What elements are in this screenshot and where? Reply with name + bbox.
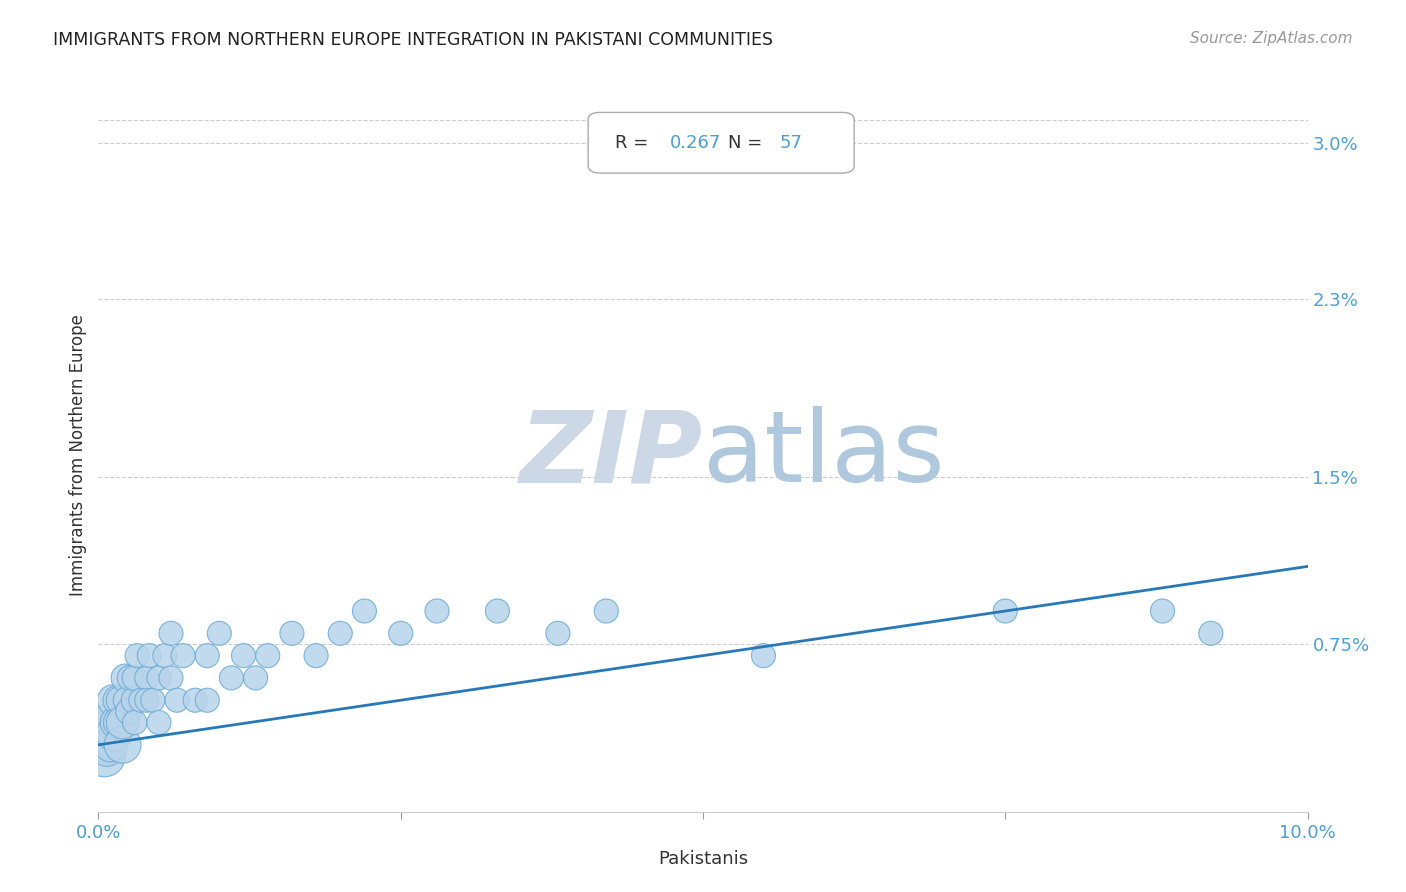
Point (389, 626, 412, 640)
Point (245, 671, 267, 685)
Y-axis label: Immigrants from Northern Europe: Immigrants from Northern Europe (69, 314, 87, 596)
Text: IMMIGRANTS FROM NORTHERN EUROPE INTEGRATION IN PAKISTANI COMMUNITIES: IMMIGRANTS FROM NORTHERN EUROPE INTEGRAT… (53, 31, 773, 49)
Point (124, 715, 146, 730)
Point (148, 671, 170, 685)
Text: ZIP: ZIP (520, 407, 703, 503)
Point (166, 693, 188, 707)
Point (118, 705, 141, 719)
Text: Source: ZipAtlas.com: Source: ZipAtlas.com (1189, 31, 1353, 46)
Point (1199, 626, 1222, 640)
Point (124, 671, 146, 685)
Point (93, 749, 115, 764)
Text: 0.267: 0.267 (671, 134, 721, 152)
Text: atlas: atlas (703, 407, 945, 503)
Point (107, 693, 129, 707)
FancyBboxPatch shape (588, 112, 855, 173)
Point (103, 726, 125, 740)
Point (98, 738, 121, 752)
X-axis label: Pakistanis: Pakistanis (658, 850, 748, 868)
Point (108, 715, 131, 730)
Point (114, 671, 136, 685)
Point (426, 604, 449, 618)
Point (305, 648, 328, 663)
Point (115, 693, 138, 707)
Text: R =: R = (614, 134, 648, 152)
Point (595, 604, 617, 618)
Point (94, 738, 117, 752)
Point (127, 648, 149, 663)
Point (101, 693, 124, 707)
Point (256, 648, 278, 663)
Point (353, 604, 375, 618)
Text: 57: 57 (779, 134, 803, 152)
Point (160, 671, 183, 685)
Point (160, 626, 183, 640)
Point (195, 693, 218, 707)
Point (172, 648, 194, 663)
Point (668, 136, 690, 150)
Point (148, 715, 170, 730)
Point (96, 742, 118, 756)
Point (195, 648, 218, 663)
Point (1152, 604, 1174, 618)
Point (111, 715, 134, 730)
Point (100, 715, 122, 730)
Point (135, 693, 157, 707)
Point (153, 648, 176, 663)
Point (108, 693, 131, 707)
Point (281, 626, 304, 640)
Point (184, 693, 207, 707)
Point (138, 648, 160, 663)
Point (135, 671, 157, 685)
Point (111, 738, 134, 752)
Text: N =: N = (728, 134, 762, 152)
Point (142, 693, 165, 707)
Point (547, 626, 569, 640)
Point (97, 715, 120, 730)
Point (486, 604, 509, 618)
Point (118, 671, 141, 685)
Point (124, 693, 146, 707)
Point (329, 626, 352, 640)
Point (221, 671, 243, 685)
Point (752, 648, 775, 663)
Point (208, 626, 231, 640)
Point (129, 693, 152, 707)
Point (232, 648, 254, 663)
Point (100, 738, 122, 752)
Point (105, 715, 128, 730)
Point (994, 604, 1017, 618)
